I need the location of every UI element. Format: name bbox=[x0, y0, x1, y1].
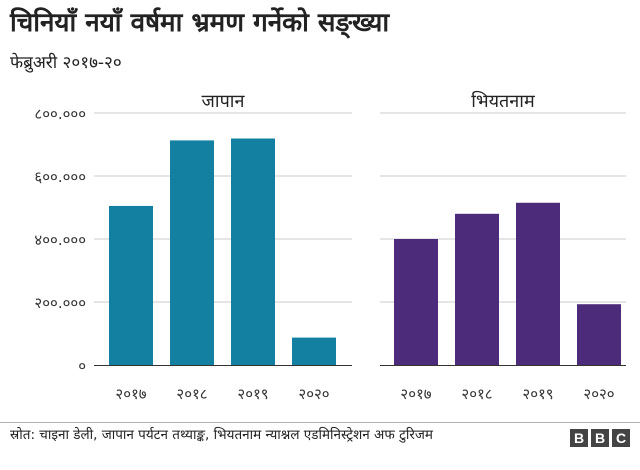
panel-title: जापान bbox=[202, 91, 246, 112]
chart-title: चिनियाँ नयाँ वर्षमा भ्रमण गर्नेको सङ्ख्य… bbox=[10, 8, 390, 38]
bar bbox=[577, 304, 621, 365]
y-tick-label: ० bbox=[78, 357, 86, 375]
bar bbox=[455, 213, 499, 365]
bar bbox=[394, 239, 438, 365]
bbc-logo-letter: C bbox=[612, 429, 630, 447]
bbc-logo-letter: B bbox=[570, 429, 588, 447]
footer-divider bbox=[0, 422, 640, 423]
panel-title: भियतनाम bbox=[471, 90, 536, 112]
x-tick-label: २०२० bbox=[583, 385, 614, 403]
y-tick-label: ४००.००० bbox=[34, 231, 86, 249]
bbc-logo: B B C bbox=[570, 429, 630, 447]
source-note: स्रोत: चाइना डेली, जापान पर्यटन तथ्याङ्क… bbox=[10, 427, 433, 443]
bar bbox=[170, 140, 214, 365]
x-tick-label: २०१९ bbox=[522, 385, 553, 403]
x-tick-label: २०१७ bbox=[400, 385, 431, 403]
y-tick-label: २००.००० bbox=[34, 294, 86, 312]
x-tick-label: २०१८ bbox=[461, 385, 492, 403]
bbc-logo-letter: B bbox=[591, 429, 609, 447]
bar bbox=[231, 138, 275, 365]
x-tick-label: २०२० bbox=[298, 385, 329, 403]
y-tick-label: ६००.००० bbox=[34, 168, 86, 186]
bar bbox=[516, 202, 560, 365]
x-tick-label: २०१८ bbox=[176, 385, 207, 403]
bar bbox=[292, 337, 336, 365]
y-tick-label: ८००.००० bbox=[34, 105, 86, 123]
x-tick-label: २०१७ bbox=[115, 385, 146, 403]
bar-charts: ० २००.००० ४००.००० ६००.००० ८००.००० जापान २०१७ २०… bbox=[34, 90, 626, 403]
chart-subtitle: फेब्रुअरी २०१७-२० bbox=[10, 53, 122, 73]
bar bbox=[109, 205, 153, 365]
x-tick-label: २०१९ bbox=[237, 385, 268, 403]
